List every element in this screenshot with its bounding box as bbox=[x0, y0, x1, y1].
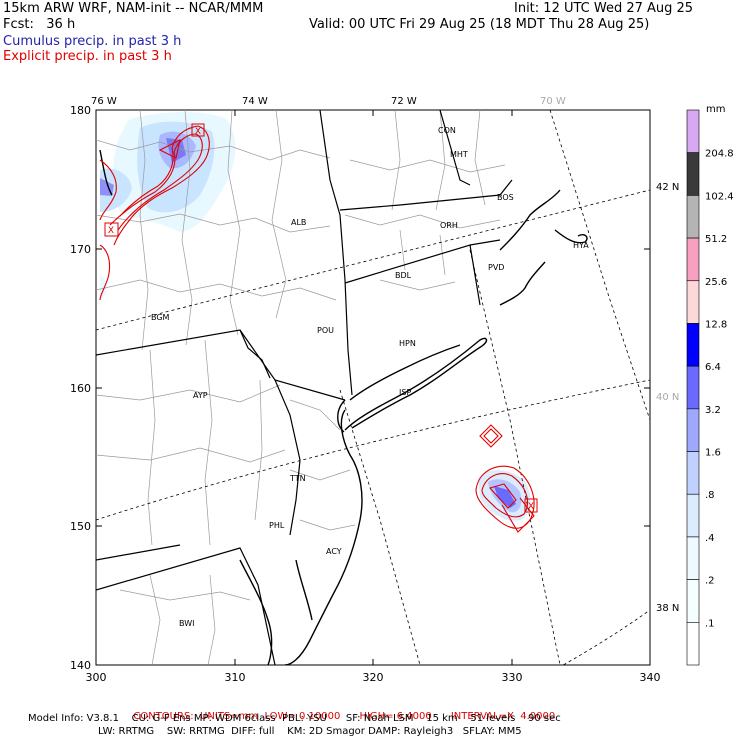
colorbar-level-label: 204.8 bbox=[705, 149, 734, 160]
latlon-grid bbox=[96, 110, 650, 665]
station-label: TTN bbox=[289, 474, 306, 483]
station-label: BDL bbox=[395, 271, 412, 280]
station-label: HPN bbox=[399, 339, 416, 348]
station-label: ALB bbox=[291, 218, 306, 227]
model-info-line-1: Model Info: V3.8.1 CU: G-F Ens MP: WDM 6… bbox=[28, 713, 561, 724]
station-label: ISP bbox=[399, 388, 411, 397]
model-info-line-2: LW: RRTMG SW: RRTMG DIFF: full KM: 2D Sm… bbox=[98, 726, 522, 737]
colorbar-swatch bbox=[686, 280, 700, 324]
colorbar-swatch bbox=[686, 451, 700, 495]
latitude-labels: 42 N 40 N 38 N bbox=[656, 182, 679, 614]
precip-shading-northwest bbox=[100, 112, 236, 300]
station-label: POU bbox=[317, 326, 334, 335]
contours-interval: INTERVAL=X 4.0000 bbox=[450, 711, 556, 722]
lat-label: 40 N bbox=[656, 392, 679, 403]
coastlines bbox=[99, 149, 588, 665]
precip-shading-offshore bbox=[478, 469, 531, 521]
y-tick-label: 140 bbox=[70, 659, 91, 672]
explicit-precip-contours bbox=[99, 125, 535, 533]
station-label: PVD bbox=[488, 263, 504, 272]
colorbar: mm 204.8 102.4 51.2 25.6 12.8 6.4 3.2 1.6 .8 .4 .2… bbox=[686, 104, 734, 666]
y-tick-label: 180 bbox=[70, 104, 91, 117]
colorbar-swatch bbox=[686, 365, 700, 410]
contours-low: LOW= 0.10000 bbox=[264, 711, 341, 722]
station-label: BOS bbox=[497, 193, 514, 202]
legend-cumulus: Cumulus precip. in past 3 h bbox=[3, 34, 182, 49]
x-tick-label: 300 bbox=[86, 671, 107, 684]
station-label: ORH bbox=[440, 221, 458, 230]
max-marker-label: X bbox=[108, 226, 114, 236]
colorbar-swatch bbox=[686, 536, 700, 580]
colorbar-swatch bbox=[686, 195, 700, 239]
axis-ticks bbox=[95, 109, 651, 666]
station-label: CON bbox=[438, 126, 456, 135]
station-labels: CON MHT BOS ALB ORH HYA PVD BDL BGM POU … bbox=[151, 126, 589, 628]
x-axis-labels: 300 310 320 330 340 bbox=[86, 671, 661, 684]
station-label: BGM bbox=[151, 313, 170, 322]
contours-label: CONTOURS: bbox=[133, 711, 194, 722]
colorbar-swatch bbox=[686, 622, 700, 666]
station-label: PHL bbox=[269, 521, 285, 530]
contours-units: UNITS=mm bbox=[200, 711, 259, 722]
colorbar-swatch bbox=[686, 408, 700, 452]
max-marker-box bbox=[524, 498, 538, 513]
lon-label: 74 W bbox=[242, 96, 268, 107]
lon-label: 76 W bbox=[91, 96, 117, 107]
longitude-labels: 76 W 74 W 72 W 70 W bbox=[91, 96, 566, 107]
x-tick-label: 330 bbox=[502, 671, 523, 684]
state-borders bbox=[96, 110, 513, 665]
colorbar-level-label: .4 bbox=[705, 533, 715, 544]
max-marker-box bbox=[104, 222, 119, 237]
max-marker-box bbox=[191, 123, 205, 137]
colorbar-level-label: 51.2 bbox=[705, 234, 727, 245]
map-content: X X X CON MHT BOS ALB ORH HYA PVD BDL BG… bbox=[96, 110, 650, 665]
colorbar-swatch bbox=[686, 493, 700, 538]
legend-explicit: Explicit precip. in past 3 h bbox=[3, 49, 172, 64]
init-time: Init: 12 UTC Wed 27 Aug 25 bbox=[514, 1, 694, 16]
forecast-hour: Fcst: 36 h bbox=[3, 17, 76, 32]
county-borders bbox=[96, 110, 506, 665]
colorbar-swatch bbox=[686, 323, 700, 367]
x-tick-label: 340 bbox=[640, 671, 661, 684]
y-tick-label: 150 bbox=[70, 520, 91, 533]
colorbar-unit: mm bbox=[706, 104, 725, 115]
colorbar-swatch bbox=[686, 109, 700, 153]
colorbar-level-label: 102.4 bbox=[705, 191, 734, 202]
colorbar-level-label: 3.2 bbox=[705, 405, 721, 416]
contours-line: CONTOURS: UNITS=mm LOW= 0.10000 HIGH= 6.… bbox=[127, 699, 555, 723]
lon-label: 70 W bbox=[540, 96, 566, 107]
y-tick-label: 170 bbox=[70, 243, 91, 256]
colorbar-level-label: .2 bbox=[705, 576, 715, 587]
station-label: HYA bbox=[573, 241, 589, 250]
x-tick-label: 310 bbox=[225, 671, 246, 684]
y-axis-labels: 140 150 160 170 180 bbox=[70, 104, 91, 672]
colorbar-level-label: 12.8 bbox=[705, 319, 727, 330]
model-title: 15km ARW WRF, NAM-init -- NCAR/MMM bbox=[3, 1, 264, 16]
colorbar-level-label: 6.4 bbox=[705, 362, 721, 373]
lat-label: 38 N bbox=[656, 603, 679, 614]
colorbar-level-label: .8 bbox=[705, 490, 715, 501]
station-label: AYP bbox=[193, 391, 208, 400]
station-label: ACY bbox=[326, 547, 342, 556]
lat-label: 42 N bbox=[656, 182, 679, 193]
colorbar-swatch bbox=[686, 237, 700, 282]
max-marker-label: X bbox=[528, 502, 534, 512]
max-marker-label: X bbox=[195, 127, 201, 137]
max-markers: X X X bbox=[104, 123, 538, 513]
valid-time: Valid: 00 UTC Fri 29 Aug 25 (18 MDT Thu … bbox=[309, 17, 650, 32]
contours-high: HIGH= 6.4000 bbox=[359, 711, 432, 722]
station-label: MHT bbox=[450, 150, 468, 159]
colorbar-level-label: 25.6 bbox=[705, 277, 727, 288]
x-tick-label: 320 bbox=[363, 671, 384, 684]
colorbar-swatch bbox=[686, 152, 700, 196]
lon-label: 72 W bbox=[391, 96, 417, 107]
colorbar-level-label: .1 bbox=[705, 618, 715, 629]
colorbar-level-label: 1.6 bbox=[705, 448, 721, 459]
colorbar-swatch bbox=[686, 579, 700, 623]
y-tick-label: 160 bbox=[70, 382, 91, 395]
station-label: BWI bbox=[179, 619, 194, 628]
